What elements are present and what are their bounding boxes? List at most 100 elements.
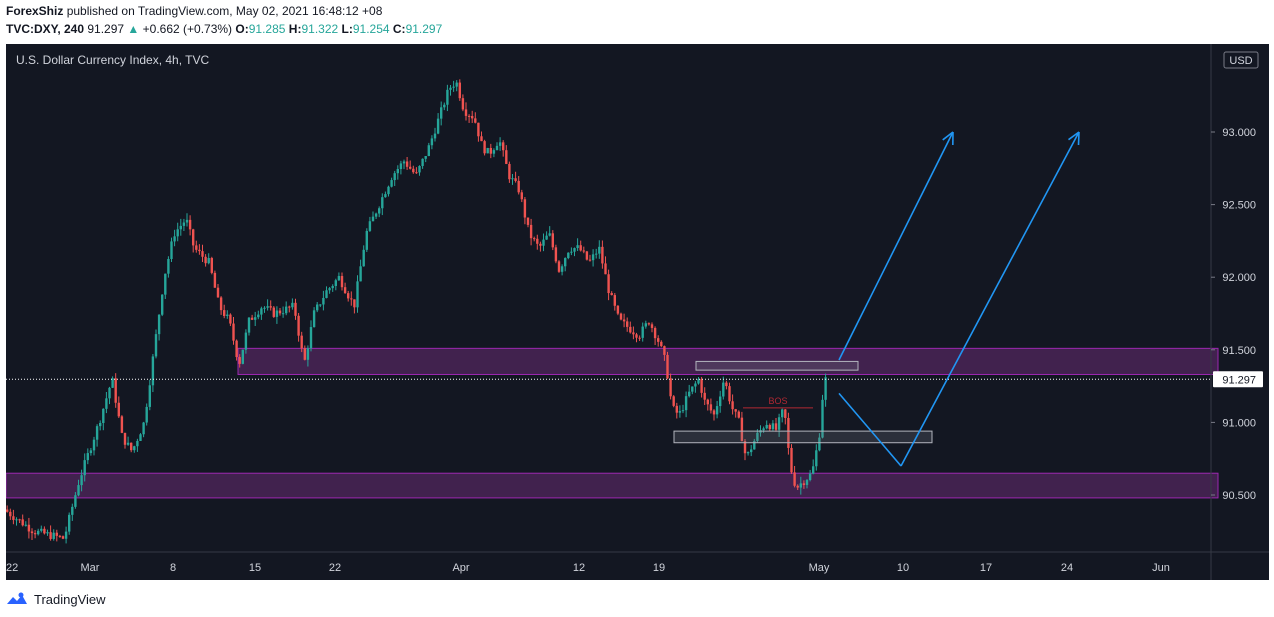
candle-body: [371, 216, 375, 222]
time-axis[interactable]: 22 Mar 8 15 22 Apr 12 19 May 10 17 24 Jun: [6, 562, 1170, 574]
currency-badge[interactable]: [1223, 51, 1259, 69]
candle-body: [61, 536, 65, 539]
candle-body: [802, 483, 806, 485]
candle-body: [325, 290, 328, 298]
candle-body: [570, 251, 573, 253]
price-axis[interactable]: 93.000 92.500 92.000 91.500 91.000 90.500: [1211, 127, 1256, 502]
candle-body: [697, 379, 700, 384]
price-chart[interactable]: BOS U.S. Dollar Currency Index, 4h, TVC …: [5, 44, 1269, 580]
candle-body: [498, 142, 502, 146]
candle-body: [824, 377, 827, 400]
candle-body: [288, 306, 291, 308]
brand-name: TradingView: [34, 591, 106, 607]
candle-body: [607, 274, 610, 294]
currency-label[interactable]: USD: [1229, 55, 1252, 67]
candle-body: [12, 516, 15, 520]
candle-body: [250, 317, 254, 320]
candle-body: [43, 528, 46, 534]
candle-body: [136, 440, 139, 447]
candle-body: [353, 299, 356, 308]
candle-body: [294, 302, 297, 316]
candle-body: [635, 334, 638, 338]
candle-body: [771, 423, 775, 430]
candle-body: [526, 217, 530, 225]
candle-body: [33, 533, 37, 535]
candle-body: [436, 118, 440, 134]
candle-body: [495, 145, 499, 151]
candle-body: [629, 326, 632, 333]
candle-body: [573, 248, 576, 252]
candle-body: [185, 219, 189, 223]
symbol-label: TVC:DXY, 240: [6, 22, 85, 36]
candle-body: [272, 307, 275, 317]
candle-body: [182, 222, 186, 226]
candle-body: [142, 422, 145, 435]
candle-body: [285, 306, 288, 314]
candle-body: [77, 485, 80, 496]
candle-body: [647, 323, 651, 325]
candle-body: [579, 245, 582, 251]
candle-body: [529, 224, 533, 239]
candle-body: [799, 483, 802, 488]
x-tick-label: 12: [573, 562, 585, 574]
candle-body: [219, 297, 223, 311]
candle-body: [725, 382, 728, 387]
candle-body: [610, 293, 613, 296]
candle-body: [728, 386, 731, 402]
candle-body: [390, 180, 393, 187]
chart-container[interactable]: BOS U.S. Dollar Currency Index, 4h, TVC …: [5, 44, 1269, 580]
high-label: H:: [288, 22, 302, 36]
candle-body: [564, 258, 567, 267]
candle-body: [784, 409, 787, 418]
candle-body: [192, 229, 195, 246]
candle-body: [808, 473, 812, 481]
arrowhead-icon: [942, 131, 954, 141]
candle-body: [260, 308, 263, 315]
candle-body: [657, 338, 660, 342]
candle-body: [722, 382, 725, 397]
candle-body: [170, 241, 173, 259]
candle-body: [582, 250, 585, 252]
candle-body: [173, 236, 176, 242]
candle-body: [796, 485, 799, 488]
candle-body: [505, 150, 508, 164]
candle-body: [691, 386, 694, 392]
high-value: 91.322: [301, 22, 339, 36]
footer-brand[interactable]: TradingView: [6, 588, 106, 610]
candle-body: [322, 297, 325, 305]
candle-body: [281, 313, 285, 315]
candle-body: [753, 440, 756, 450]
candle-body: [440, 107, 443, 119]
candle-body: [74, 495, 77, 507]
candle-body: [204, 256, 207, 264]
candle-body: [793, 472, 796, 486]
zone-layer: [5, 347, 1219, 499]
candle-body: [446, 89, 449, 105]
candle-body: [746, 452, 750, 454]
candle-body: [734, 409, 737, 412]
candle-body: [46, 532, 49, 534]
candle-body: [154, 334, 158, 357]
candle-body: [613, 295, 616, 306]
candle-body: [805, 480, 809, 485]
candle-body: [675, 405, 678, 413]
candle-body: [709, 404, 713, 411]
x-tick-label: Jun: [1152, 562, 1170, 574]
projection-arrow-2: [838, 392, 902, 467]
projection-arrow-3: [900, 131, 1080, 467]
candle-body: [421, 158, 424, 166]
candle-body: [399, 163, 403, 170]
price-tag-box: [1213, 371, 1263, 388]
candle-body: [542, 239, 545, 246]
candle-body: [263, 307, 266, 309]
candle-body: [554, 247, 558, 262]
candle-body: [812, 466, 815, 474]
candle-body: [474, 118, 477, 123]
candle-body: [167, 258, 170, 274]
y-tick-label: 92.500: [1222, 200, 1256, 212]
candle-body: [393, 173, 396, 181]
publisher-name[interactable]: ForexShiz: [6, 4, 64, 18]
candle-body: [424, 155, 427, 159]
candle-body: [130, 442, 133, 451]
candle-body: [254, 317, 257, 320]
